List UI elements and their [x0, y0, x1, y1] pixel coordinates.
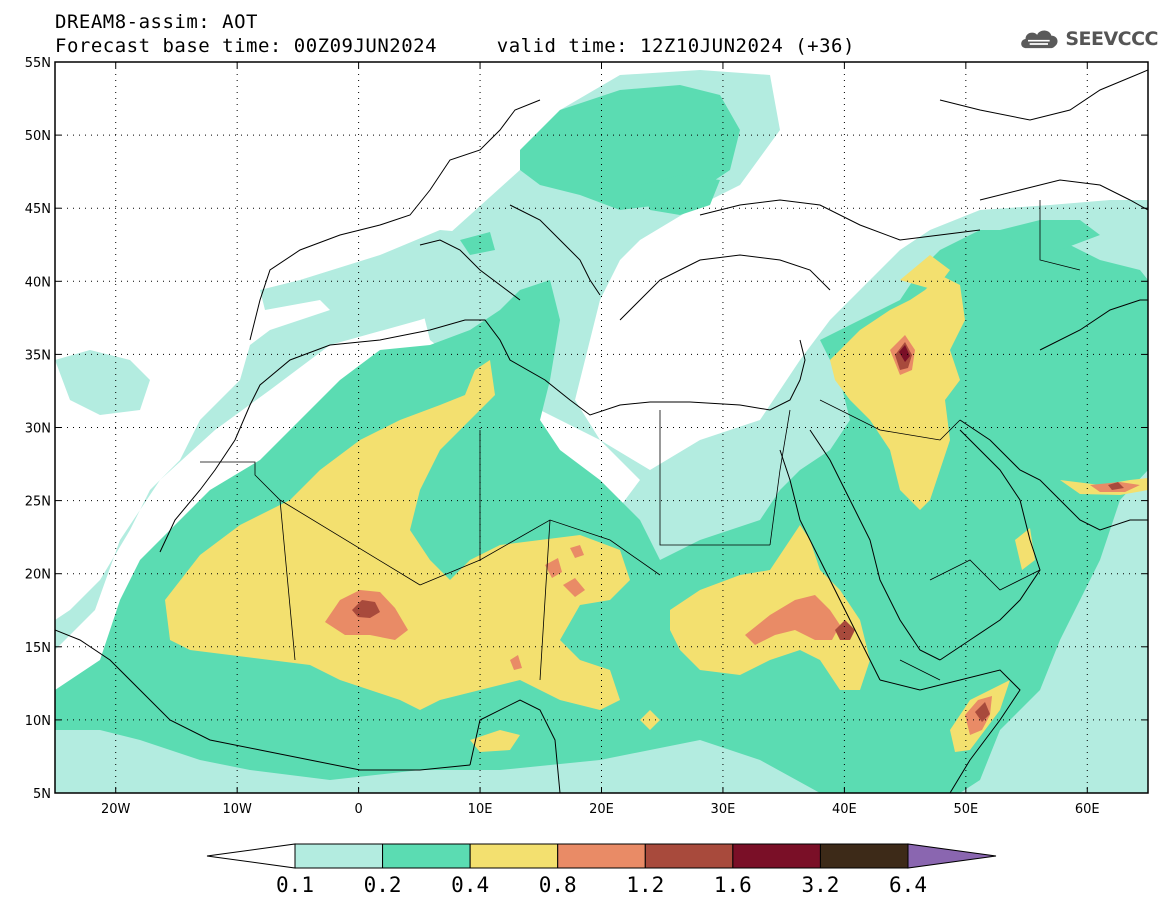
- lon-tick-label: 30E: [711, 802, 736, 817]
- colorbar-segment: [469, 843, 559, 869]
- lat-tick-label: 20N: [25, 568, 51, 583]
- lon-tick-label: 40E: [832, 802, 857, 817]
- colorbar-label: 0.4: [451, 873, 489, 897]
- lat-tick-label: 25N: [25, 495, 51, 510]
- lon-tick-label: 60E: [1075, 802, 1100, 817]
- lat-tick-label: 50N: [25, 129, 51, 144]
- cloud-icon: [1021, 30, 1058, 49]
- colorbar-segment: [644, 843, 734, 869]
- latitude-ticks: 5N 10N 15N 20N 25N 30N 35N 40N 45N 50N 55N: [25, 56, 1148, 802]
- colorbar-label: 6.4: [889, 873, 927, 897]
- lat-tick-label: 5N: [33, 787, 51, 802]
- colorbar-under-arrow: [206, 843, 296, 869]
- colorbar-label: 0.8: [539, 873, 577, 897]
- lat-tick-label: 45N: [25, 202, 51, 217]
- lon-tick-label: 0: [354, 802, 362, 817]
- colorbar-segment: [294, 843, 384, 869]
- colorbar-label: 1.2: [626, 873, 664, 897]
- lon-tick-label: 20E: [589, 802, 614, 817]
- base-time-label: Forecast base time: 00Z09JUN2024: [55, 35, 438, 57]
- lat-tick-label: 55N: [25, 56, 51, 71]
- colorbar-segment: [732, 843, 821, 869]
- lon-tick-label: 20W: [101, 802, 131, 817]
- lon-tick-label: 10E: [468, 802, 493, 817]
- lat-tick-label: 10N: [25, 714, 51, 729]
- colorbar-label: 1.6: [714, 873, 752, 897]
- aot-band-1.6: [899, 345, 910, 362]
- lat-tick-label: 30N: [25, 422, 51, 437]
- logo-text: SEEVCCC: [1065, 28, 1158, 50]
- aot-band-1.2: [352, 342, 1124, 722]
- lon-tick-label: 50E: [953, 802, 978, 817]
- colorbar-label: 0.1: [276, 873, 314, 897]
- colorbar-segment: [557, 843, 646, 869]
- model-title: DREAM8-assim: AOT: [55, 11, 258, 33]
- coastlines: [55, 69, 1148, 793]
- aot-fields: [55, 70, 1148, 793]
- lat-tick-label: 15N: [25, 641, 51, 656]
- colorbar: 0.1 0.2 0.4 0.8 1.2 1.6 3.2 6.4: [206, 843, 997, 897]
- country-borders: [200, 200, 1081, 681]
- valid-time-label: valid time: 12Z10JUN2024 (+36): [496, 35, 855, 57]
- longitude-ticks: 20W 10W 0 10E 20E 30E 40E 50E 60E: [101, 62, 1100, 817]
- time-info: Forecast base time: 00Z09JUN2024 valid t…: [55, 36, 855, 56]
- colorbar-over-arrow: [907, 843, 997, 869]
- colorbar-segment: [382, 843, 471, 869]
- colorbar-label: 3.2: [801, 873, 839, 897]
- seevccc-logo: SEEVCCC: [1018, 22, 1158, 56]
- lon-tick-label: 10W: [222, 802, 252, 817]
- lat-tick-label: 35N: [25, 348, 51, 363]
- colorbar-segment: [819, 843, 909, 869]
- lat-tick-label: 40N: [25, 275, 51, 290]
- graticule: [55, 62, 1148, 793]
- colorbar-label: 0.2: [364, 873, 402, 897]
- aot-band-0.8: [325, 335, 1140, 735]
- aot-band-0.4: [165, 255, 1148, 752]
